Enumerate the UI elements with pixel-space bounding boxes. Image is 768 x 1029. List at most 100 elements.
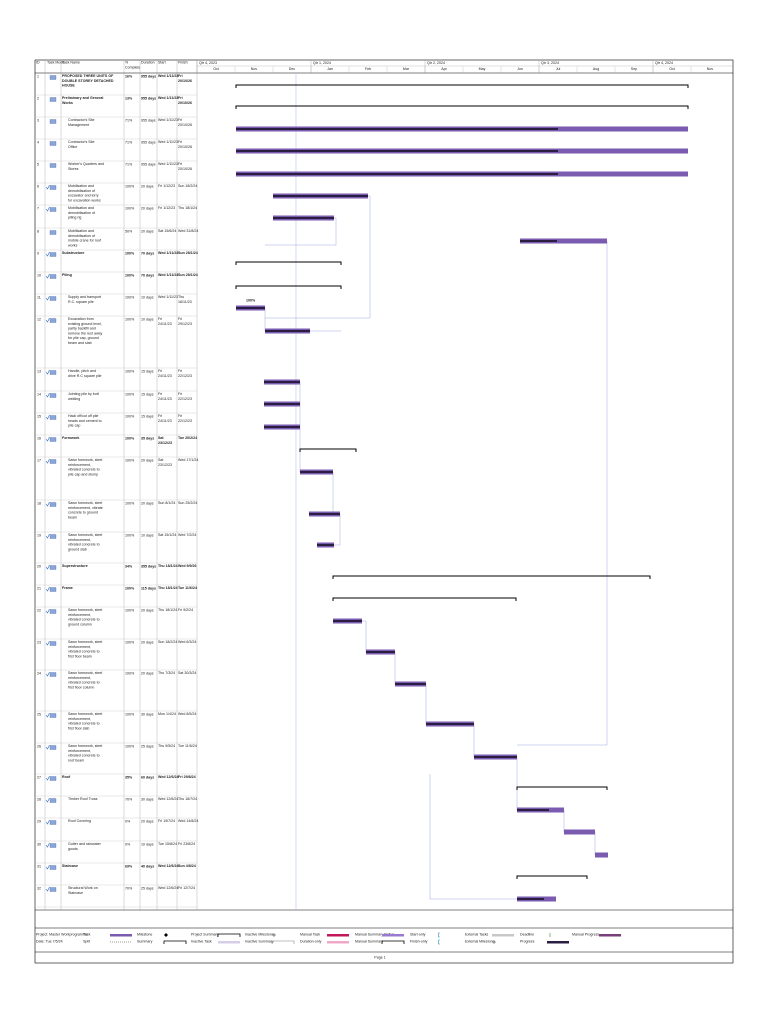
done-check [45, 886, 50, 892]
progress-bar [273, 195, 368, 197]
task-id: 21 [37, 586, 41, 590]
task-name: Frame [62, 586, 73, 590]
task-bar [595, 852, 608, 858]
task-mode-icon [49, 230, 57, 235]
task-start: Wed 12/6/24 [158, 886, 178, 890]
progress-bar [273, 217, 334, 219]
progress-bar [426, 723, 474, 725]
task-complete: 70% [125, 797, 133, 801]
task-complete: 100% [125, 458, 135, 462]
task-mode-icon [49, 776, 57, 781]
legend-swatch [438, 932, 440, 938]
task-id: 27 [37, 775, 41, 779]
legend-label: Manual Summary Rollup [355, 932, 394, 936]
timescale-month: Dec [289, 67, 296, 71]
task-duration: 15 days [141, 414, 154, 418]
task-complete: 100% [125, 436, 135, 440]
legend-swatch [110, 934, 132, 937]
legend-label: Inactive Milestone [245, 932, 274, 936]
task-mode-icon [49, 587, 57, 592]
task-complete: 100% [125, 640, 135, 644]
task-start: Thu 18/1/24 [158, 608, 177, 612]
task-name: Staircase [62, 864, 78, 868]
task-start: Fri 24/11/23 [158, 392, 172, 401]
legend-label: Milestone [137, 932, 152, 936]
task-mode-icon [49, 534, 57, 539]
legend-swatch [218, 941, 240, 944]
legend-swatch [492, 934, 514, 937]
task-start: Wed 1/11/23 [158, 140, 178, 144]
dependency-link [429, 774, 517, 900]
task-name: Jointing pile by butt welding [68, 392, 99, 401]
legend-swatch [164, 933, 168, 937]
done-check [45, 842, 50, 848]
task-name: Hack off/cut off pile heads and cement to… [68, 414, 102, 428]
task-start: Sun 18/2/24 [158, 640, 177, 644]
task-complete: 100% [125, 533, 135, 537]
task-name: Substructure [62, 251, 84, 255]
legend-label: Deadline [520, 932, 534, 936]
task-duration: 955 days [141, 74, 156, 78]
task-name: Piling [62, 273, 72, 277]
task-mode-icon [49, 163, 57, 168]
task-complete: 100% [125, 712, 135, 716]
task-duration: 15 days [141, 369, 154, 373]
task-id: 25 [37, 712, 41, 716]
task-id: 7 [37, 206, 39, 210]
task-start: Wed 1/11/23 [158, 295, 178, 299]
task-start: Wed 12/6/24 [158, 775, 179, 779]
task-mode-icon [49, 713, 57, 718]
legend-swatch [217, 933, 241, 937]
task-start: Sat 15/1/24 [158, 533, 176, 537]
done-check [45, 369, 50, 375]
task-duration: 25 days [141, 886, 154, 890]
task-mode-icon [49, 393, 57, 398]
task-name: Gutter and rainwater goods [68, 842, 102, 851]
task-finish: Wed 14/8/24 [178, 819, 198, 823]
task-mode-icon [49, 141, 57, 146]
timescale-month: Oct [213, 67, 219, 71]
page-number: Page 1 [374, 955, 385, 959]
task-finish: Tue 11/6/24 [178, 744, 197, 748]
task-mode-icon [49, 415, 57, 420]
task-name: Contractor's Site Office [68, 140, 94, 149]
legend-swatch [381, 940, 405, 944]
progress-bar [265, 330, 310, 332]
task-duration: 955 days [141, 140, 156, 144]
task-finish: Fri 20/10/26 [178, 74, 192, 83]
task-id: 9 [37, 251, 39, 255]
task-complete: 71% [125, 118, 133, 122]
done-check [45, 458, 50, 464]
task-start: Mon 1/4/24 [158, 712, 176, 716]
task-complete: 100% [125, 586, 135, 590]
task-start: Wed 12/6/24 [158, 797, 178, 801]
task-duration: 955 days [141, 162, 156, 166]
timescale-month: Jun [517, 67, 523, 71]
task-mode-icon [49, 459, 57, 464]
legend-label: Project Summary [191, 932, 219, 936]
task-id: 18 [37, 501, 41, 505]
column-header: Task Mode [47, 61, 64, 65]
task-mode-icon [49, 75, 57, 80]
done-check [45, 819, 50, 825]
done-check [45, 797, 50, 803]
task-complete: 34% [125, 564, 133, 568]
task-finish: Thu 16/11/23 [178, 295, 192, 304]
task-name: Mobilisation and demobilisation of excavat… [68, 184, 101, 202]
task-duration: 20 days [141, 206, 154, 210]
task-id: 1 [37, 74, 39, 78]
task-complete: 100% [125, 392, 135, 396]
column-header: Duration [141, 61, 155, 65]
task-finish: Sun 28/1/24 [178, 273, 198, 277]
task-mode-icon [49, 207, 57, 212]
task-start: Thu 7/3/24 [158, 671, 175, 675]
task-name: PROPOSED THREE UNITS OF DOUBLE STOREY DET… [62, 74, 114, 88]
task-id: 30 [37, 842, 41, 846]
summary-bar [516, 786, 608, 790]
timescale-month: Oct [669, 67, 675, 71]
timescale-quarter: Qtr 4, 2023 [199, 61, 217, 65]
task-start: Tue 15/8/24 [158, 842, 177, 846]
task-complete: 100% [125, 184, 135, 188]
progress-bar [474, 756, 517, 758]
task-start: Wed 1/11/23 [158, 162, 178, 166]
